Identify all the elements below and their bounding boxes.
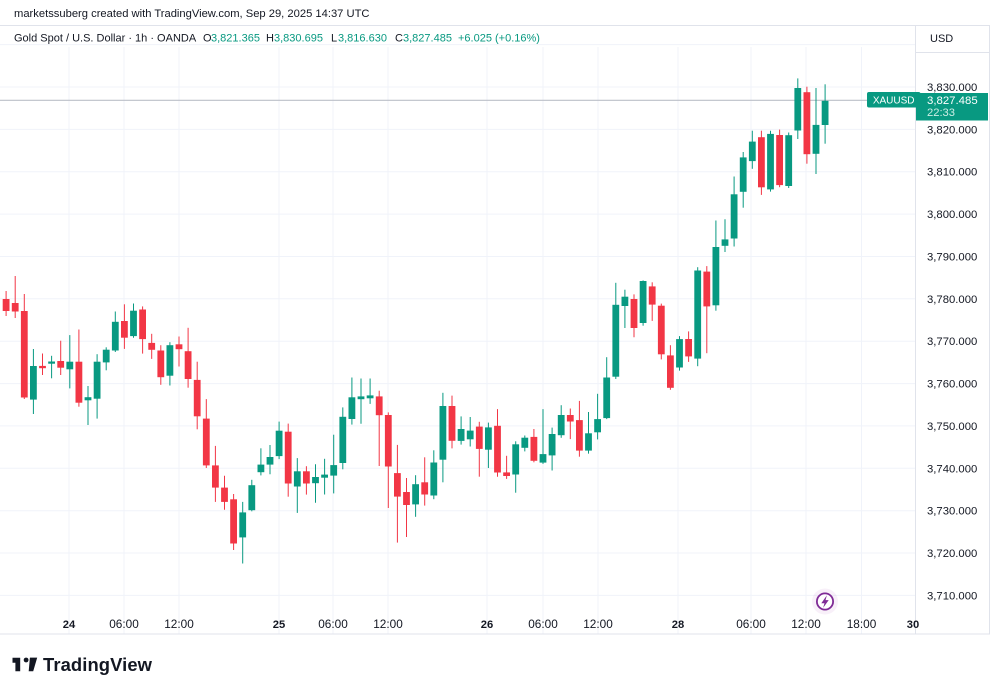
svg-text:30: 30 [907,619,919,631]
svg-text:3,740.000: 3,740.000 [927,463,977,475]
svg-text:XAUUSD: XAUUSD [873,95,915,106]
svg-text:12:00: 12:00 [373,617,403,631]
svg-text:12:00: 12:00 [164,617,194,631]
svg-text:3,827.485: 3,827.485 [403,33,452,45]
svg-text:06:00: 06:00 [736,617,766,631]
svg-text:3,760.000: 3,760.000 [927,379,977,391]
svg-text:06:00: 06:00 [109,617,139,631]
svg-text:3,710.000: 3,710.000 [927,590,977,602]
svg-text:+6.025 (+0.16%): +6.025 (+0.16%) [458,33,540,45]
svg-text:3,827.485: 3,827.485 [927,95,978,107]
svg-text:26: 26 [481,619,493,631]
svg-text:3,830.695: 3,830.695 [274,33,323,45]
svg-text:3,830.000: 3,830.000 [927,82,977,94]
svg-text:3,800.000: 3,800.000 [927,209,977,221]
svg-text:3,820.000: 3,820.000 [927,124,977,136]
svg-text:H: H [266,33,274,45]
svg-text:25: 25 [273,619,285,631]
svg-text:3,790.000: 3,790.000 [927,252,977,264]
svg-text:C: C [395,33,403,45]
svg-text:O: O [203,33,212,45]
svg-text:3,780.000: 3,780.000 [927,294,977,306]
svg-text:3,730.000: 3,730.000 [927,506,977,518]
svg-text:22:33: 22:33 [927,107,955,119]
svg-text:06:00: 06:00 [318,617,348,631]
svg-text:marketssuberg created with Tra: marketssuberg created with TradingView.c… [14,8,370,20]
svg-text:18:00: 18:00 [847,617,877,631]
svg-text:3,816.630: 3,816.630 [338,33,387,45]
svg-text:USD: USD [930,33,953,45]
svg-text:3,720.000: 3,720.000 [927,548,977,560]
svg-text:TradingView: TradingView [43,654,153,675]
svg-text:12:00: 12:00 [791,617,821,631]
svg-text:L: L [331,33,337,45]
svg-text:24: 24 [63,619,76,631]
svg-text:12:00: 12:00 [583,617,613,631]
svg-text:3,810.000: 3,810.000 [927,167,977,179]
svg-text:06:00: 06:00 [528,617,558,631]
svg-text:28: 28 [672,619,684,631]
svg-text:3,821.365: 3,821.365 [211,33,260,45]
svg-text:Gold Spot / U.S. Dollar · 1h ·: Gold Spot / U.S. Dollar · 1h · OANDA [14,33,197,45]
svg-text:3,750.000: 3,750.000 [927,421,977,433]
svg-text:3,770.000: 3,770.000 [927,336,977,348]
